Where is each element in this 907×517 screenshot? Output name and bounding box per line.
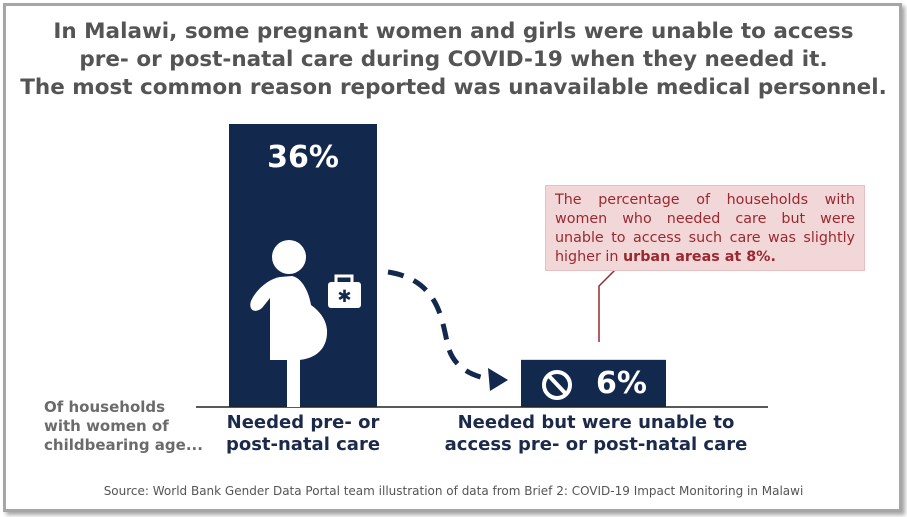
dashed-arrow: [387, 269, 508, 391]
title-line-2: pre- or post-natal care during COVID-19 …: [79, 47, 828, 72]
category-label: Needed but were unable to access pre- or…: [436, 412, 756, 456]
title-line-1: In Malawi, some pregnant women and girls…: [53, 19, 854, 44]
pregnant-woman-icon: [250, 240, 328, 407]
category-label-line: access pre- or post-natal care: [444, 434, 748, 455]
category-label-line: Needed but were unable to: [457, 412, 735, 433]
bar-value-label: 6%: [596, 366, 647, 401]
prohibited-icon: [542, 370, 572, 400]
source-note: Source: World Bank Gender Data Portal te…: [103, 484, 804, 498]
row-label: Of households with women of childbearing…: [44, 398, 203, 455]
row-label-line: with women of: [44, 417, 169, 435]
bar-value-label: 36%: [267, 140, 339, 175]
row-label-line: Of households: [44, 398, 166, 416]
medical-kit-icon: ✱: [328, 274, 361, 308]
chart-title: In Malawi, some pregnant women and girls…: [0, 18, 907, 102]
category-label-line: Needed pre- or: [226, 412, 380, 433]
category-label: Needed pre- or post-natal care: [206, 412, 400, 456]
row-label-line: childbearing age...: [44, 436, 203, 454]
callout-text-highlight: urban areas at 8%.: [622, 249, 776, 265]
callout-text-main: The percentage of households with women …: [555, 192, 855, 265]
svg-text:✱: ✱: [337, 287, 351, 307]
category-label-line: post-natal care: [225, 434, 381, 455]
urban-callout: The percentage of households with women …: [545, 185, 865, 271]
title-line-3: The most common reason reported was unav…: [20, 75, 887, 100]
callout-text: The percentage of households with women …: [546, 186, 864, 267]
callout-pointer: [598, 268, 617, 342]
